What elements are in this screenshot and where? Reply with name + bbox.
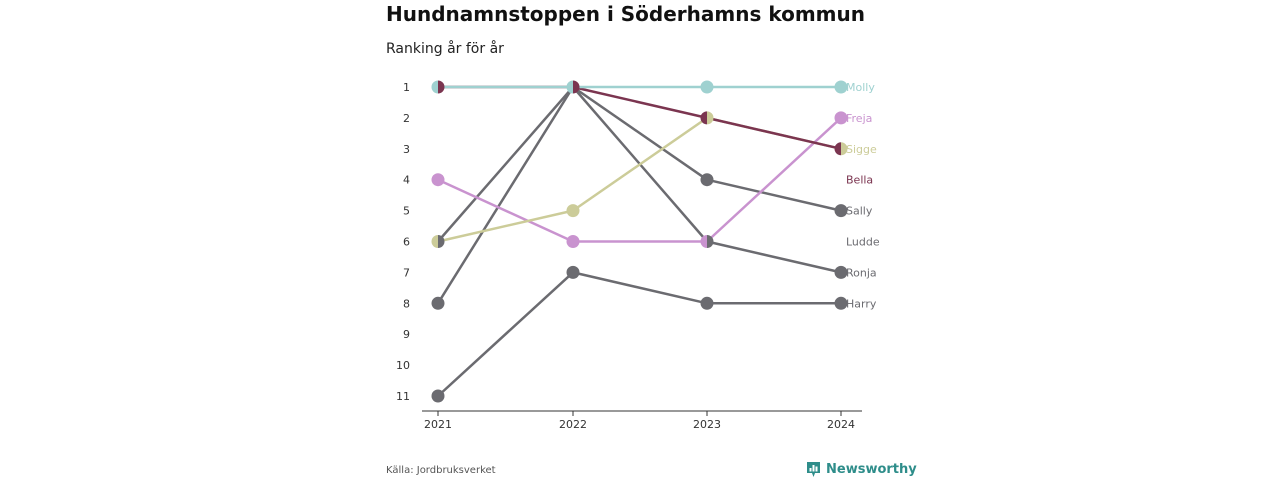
chart-title: Hundnamnstoppen i Söderhamns kommun: [386, 2, 865, 26]
x-axis: 2021 2022 2023 2024: [422, 410, 862, 431]
point-harry-2022: [566, 265, 580, 279]
point-freja-2021: [431, 173, 445, 187]
y-tick-label-5: 5: [403, 205, 410, 218]
y-tick-label-4: 4: [403, 174, 410, 187]
end-labels: Molly Freja Sigge Bella Sally Ludde Ronja Harry: [846, 81, 880, 310]
point-ronja-2023: [707, 235, 714, 248]
point-sigge-2024: [841, 142, 848, 156]
x-tick-label-2021: 2021: [424, 418, 452, 431]
point-molly-2022: [566, 80, 573, 94]
bump-chart: 1 2 3 4 5 6 7 8 9 10 11 2021 2022 2023 2024 Molly Frej…: [396, 80, 880, 431]
y-tick-label-11: 11: [396, 390, 410, 403]
y-tick-label-9: 9: [403, 328, 410, 341]
series-lines: [436, 85, 842, 397]
x-tick-label-2024: 2024: [827, 418, 855, 431]
point-sigge-2023: [707, 111, 714, 125]
series-line-sigge: [437, 116, 842, 243]
point-sally-2024: [834, 204, 848, 218]
series-line-freja: [437, 116, 842, 243]
point-bella-2022: [573, 80, 580, 94]
end-label-molly: Molly: [846, 81, 875, 94]
y-tick-label-1: 1: [403, 81, 410, 94]
point-harry-2023: [700, 296, 714, 310]
bar-chart-badge-icon: [807, 462, 820, 477]
end-label-freja: Freja: [846, 112, 872, 125]
series-line-ronja: [436, 85, 842, 304]
point-freja-2024: [834, 111, 848, 125]
series-line-harry: [437, 271, 841, 397]
point-bella-2023: [700, 111, 707, 125]
point-molly-2024: [834, 80, 848, 94]
end-label-sally: Sally: [846, 205, 873, 218]
point-bella-2021: [438, 80, 445, 94]
point-sally-2021: [438, 235, 445, 248]
point-molly-2023: [700, 80, 714, 94]
point-harry-2021: [431, 389, 445, 403]
end-label-harry: Harry: [846, 297, 877, 310]
point-sigge-2021: [431, 235, 438, 248]
y-axis: 1 2 3 4 5 6 7 8 9 10 11: [396, 81, 410, 403]
y-tick-label-8: 8: [403, 297, 410, 310]
x-tick-label-2023: 2023: [693, 418, 721, 431]
series-line-sally: [437, 85, 842, 243]
series-points: [431, 80, 848, 403]
chart-subtitle: Ranking år för år: [386, 41, 504, 57]
brand-logo: Newsworthy: [806, 461, 917, 478]
end-label-sigge: Sigge: [846, 143, 877, 156]
x-tick-label-2022: 2022: [559, 418, 587, 431]
point-bella-2024: [834, 142, 841, 156]
y-tick-label-6: 6: [403, 236, 410, 249]
point-sally-2023: [700, 173, 714, 187]
point-molly-2021: [431, 80, 438, 94]
y-tick-label-2: 2: [403, 112, 410, 125]
brand-name: Newsworthy: [826, 462, 917, 477]
y-tick-label-7: 7: [403, 266, 410, 279]
point-sigge-2022: [566, 204, 580, 218]
point-harry-2024: [834, 296, 848, 310]
end-label-ludde: Ludde: [846, 236, 880, 249]
point-ronja-2021: [431, 296, 445, 310]
end-label-ronja: Ronja: [846, 266, 877, 279]
point-freja-2023: [700, 235, 707, 248]
source-note: Källa: Jordbruksverket: [386, 465, 496, 476]
point-freja-2022: [566, 235, 580, 248]
y-tick-label-3: 3: [403, 143, 410, 156]
series-line-bella: [438, 85, 842, 151]
point-ronja-2024: [834, 265, 848, 279]
end-label-bella: Bella: [846, 174, 873, 187]
y-tick-label-10: 10: [396, 359, 410, 372]
